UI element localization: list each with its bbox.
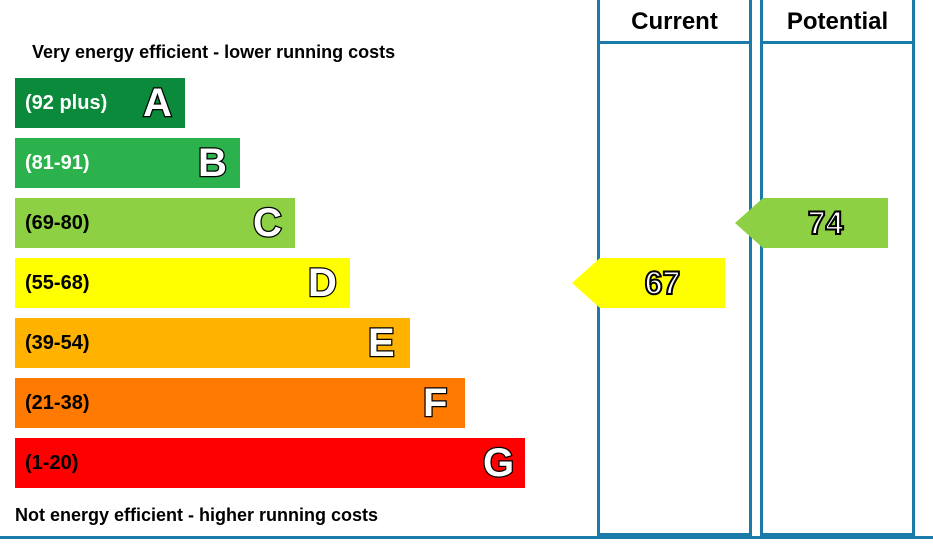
band-c: (69-80) C	[15, 198, 295, 248]
rating-arrow: 67	[572, 258, 725, 308]
band-range: (39-54)	[15, 332, 89, 355]
band-range: (1-20)	[15, 452, 78, 475]
band-g: (1-20) G	[15, 438, 525, 488]
band-letter: G	[483, 441, 513, 486]
band-letter: E	[368, 321, 398, 366]
band-d: (55-68) D	[15, 258, 350, 308]
arrow-value: 74	[763, 198, 888, 248]
baseline-rule	[0, 536, 933, 539]
band-letter: F	[423, 381, 453, 426]
band-e: (39-54) E	[15, 318, 410, 368]
band-letter: D	[308, 261, 338, 306]
band-b: (81-91) B	[15, 138, 240, 188]
epc-chart: Very energy efficient - lower running co…	[0, 0, 933, 550]
arrow-tip	[735, 198, 763, 248]
column-potential: Potential 74	[760, 0, 915, 536]
column-header: Potential	[763, 0, 912, 44]
column-current: Current 67	[597, 0, 752, 536]
arrow-tip	[572, 258, 600, 308]
rating-bands: (92 plus) A (81-91) B (69-80) C (55-68) D (39-54…	[15, 78, 525, 498]
band-letter: B	[198, 141, 228, 186]
band-letter: A	[143, 81, 173, 126]
band-a: (92 plus) A	[15, 78, 185, 128]
band-letter: C	[253, 201, 283, 246]
top-efficiency-label: Very energy efficient - lower running co…	[32, 42, 395, 63]
band-range: (55-68)	[15, 272, 89, 295]
rating-columns: Current 67 Potential 74	[597, 0, 915, 536]
band-range: (92 plus)	[15, 92, 107, 115]
band-f: (21-38) F	[15, 378, 465, 428]
band-range: (81-91)	[15, 152, 89, 175]
rating-arrow: 74	[735, 198, 888, 248]
band-range: (21-38)	[15, 392, 89, 415]
arrow-value: 67	[600, 258, 725, 308]
column-header: Current	[600, 0, 749, 44]
band-range: (69-80)	[15, 212, 89, 235]
bottom-efficiency-label: Not energy efficient - higher running co…	[15, 505, 378, 526]
